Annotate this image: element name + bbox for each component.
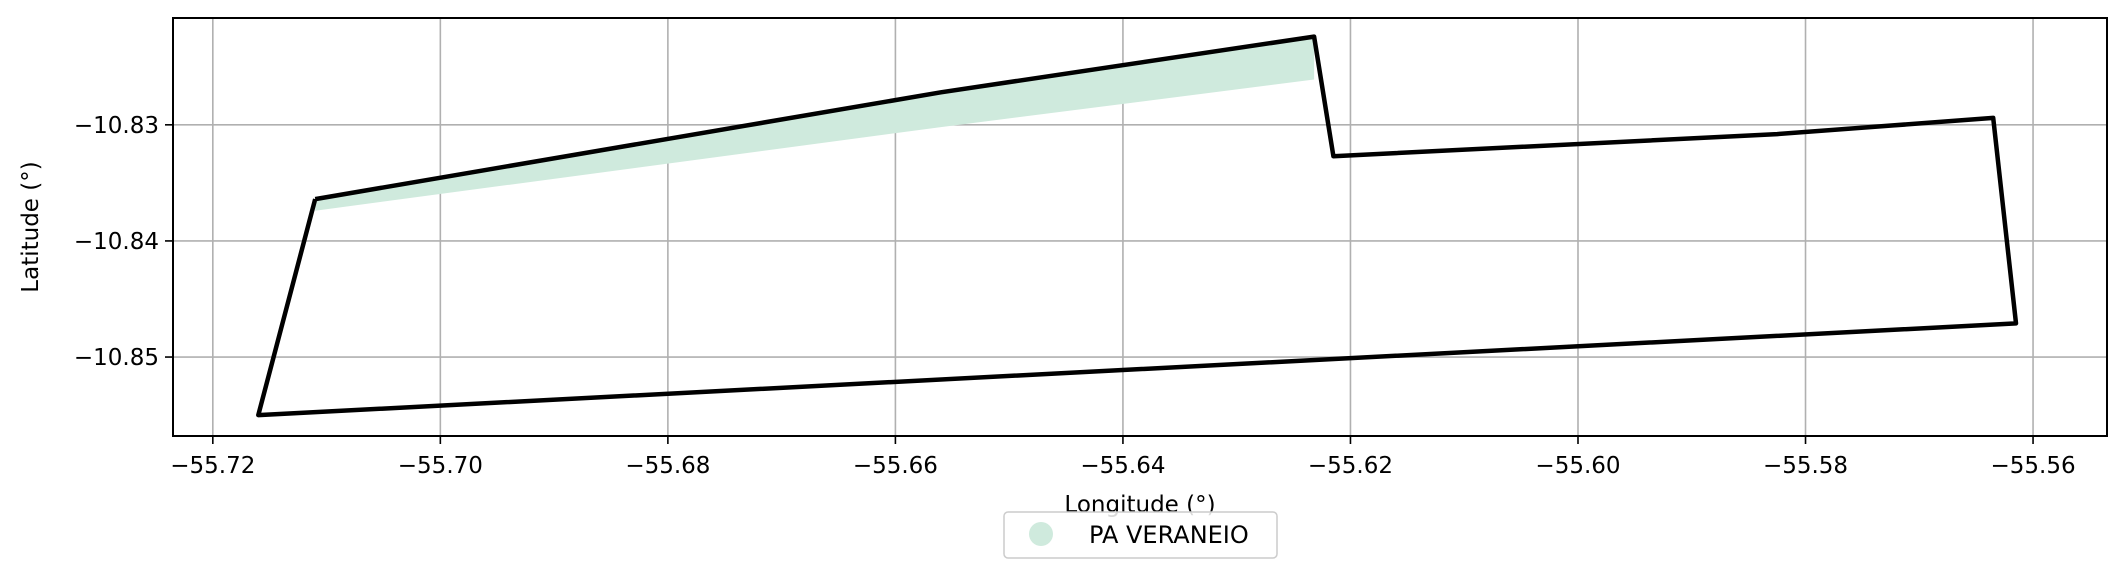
x-tick-label: −55.64 bbox=[1080, 453, 1165, 479]
x-tick-label: −55.70 bbox=[398, 453, 483, 479]
y-axis: −10.83 −10.84 −10.85 bbox=[74, 113, 173, 371]
x-tick-label: −55.66 bbox=[853, 453, 938, 479]
legend-marker bbox=[1029, 522, 1053, 546]
x-axis: −55.72 −55.70 −55.68 −55.66 −55.64 −55.62 −55.… bbox=[170, 436, 2076, 479]
plot-frame bbox=[172, 17, 2108, 437]
region-fills bbox=[315, 36, 1315, 211]
y-tick-label: −10.84 bbox=[74, 229, 159, 255]
x-tick-label: −55.56 bbox=[1990, 453, 2075, 479]
region-fill bbox=[315, 36, 1315, 211]
x-tick-label: −55.62 bbox=[1308, 453, 1393, 479]
x-tick-label: −55.60 bbox=[1535, 453, 1620, 479]
boundary-outline bbox=[256, 34, 2019, 418]
legend-box bbox=[1003, 511, 1278, 559]
y-axis-title: Latitude (°) bbox=[18, 161, 44, 292]
legend-label: PA VERANEIO bbox=[1089, 521, 1249, 549]
legend: PA VERANEIO bbox=[1003, 511, 1278, 559]
x-tick-label: −55.68 bbox=[625, 453, 710, 479]
y-tick-label: −10.85 bbox=[74, 345, 159, 371]
grid-lines bbox=[173, 18, 2107, 436]
y-tick-label: −10.83 bbox=[74, 113, 159, 139]
x-tick-label: −55.72 bbox=[170, 453, 255, 479]
boundary-line bbox=[256, 34, 2019, 418]
x-tick-label: −55.58 bbox=[1763, 453, 1848, 479]
